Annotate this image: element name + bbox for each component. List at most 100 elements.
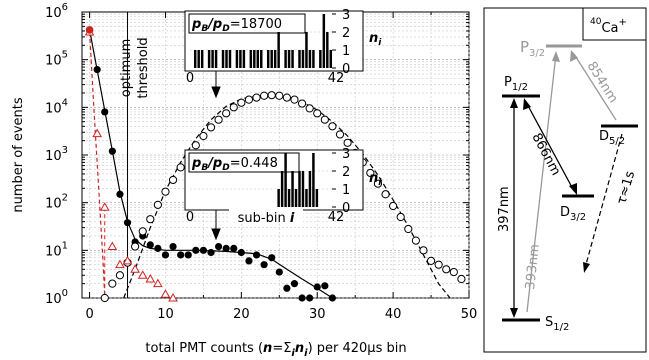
data-point-triangle bbox=[137, 270, 148, 279]
inset-bar bbox=[291, 50, 294, 68]
data-point-open bbox=[222, 109, 231, 118]
data-point-filled bbox=[222, 244, 230, 252]
data-point-filled bbox=[290, 280, 299, 288]
data-point-open bbox=[366, 168, 375, 178]
x-axis-ticks: 0 10 20 30 40 50 bbox=[85, 12, 477, 322]
inset-bar bbox=[239, 50, 242, 68]
data-point-filled bbox=[260, 261, 268, 269]
x-axis-label: total PMT counts (n=Σini) per 420μs bin bbox=[145, 341, 406, 359]
inset-bar bbox=[298, 50, 301, 68]
inset-bar bbox=[197, 50, 200, 68]
data-point-triangle bbox=[145, 274, 156, 283]
data-point-open bbox=[275, 91, 284, 100]
data-point-filled bbox=[237, 248, 245, 257]
inset-top-bars bbox=[193, 14, 333, 68]
data-point-open bbox=[260, 91, 269, 100]
inset-y-tick-label: 1 bbox=[342, 183, 350, 198]
transition-854-head bbox=[570, 50, 578, 62]
transition-397-head-down bbox=[510, 308, 518, 318]
data-point-filled bbox=[328, 294, 337, 302]
data-point-open bbox=[449, 267, 458, 277]
data-point-filled bbox=[116, 190, 124, 198]
transition-decay bbox=[584, 133, 623, 269]
inset-bar bbox=[193, 50, 197, 68]
ion-label-box bbox=[582, 7, 647, 41]
inset-bar bbox=[221, 50, 225, 68]
inset-y-tick-label: 1 bbox=[342, 44, 350, 59]
y-tick-label: 100 bbox=[45, 288, 68, 307]
data-point-open bbox=[100, 293, 109, 303]
data-point-open bbox=[335, 130, 345, 139]
data-point-open bbox=[442, 265, 451, 274]
data-point-open bbox=[426, 256, 436, 266]
transition-866-head-b bbox=[569, 183, 577, 195]
data-point-filled bbox=[245, 257, 253, 265]
inset-bar bbox=[312, 50, 315, 68]
data-point-red bbox=[85, 26, 94, 34]
inset-x-tick-label: 0 bbox=[186, 210, 194, 225]
data-point-open bbox=[176, 163, 185, 172]
data-point-open bbox=[381, 190, 390, 199]
transition-393-label: 393nm bbox=[523, 243, 543, 290]
level-d32-label: D3/2 bbox=[560, 205, 586, 223]
level-diagram: 40Ca+ S1/2 P1/2 P3/2 D3/2 D5/2 397nm 393… bbox=[483, 7, 647, 353]
transition-866-head-a bbox=[523, 98, 531, 110]
inset-bar bbox=[305, 32, 308, 68]
inset-middle-sublabel-bg bbox=[229, 209, 303, 224]
inset-bar bbox=[315, 189, 319, 207]
transition-854 bbox=[573, 53, 617, 121]
inset-y-tick-label: 3 bbox=[342, 8, 350, 23]
data-point-triangle bbox=[153, 278, 163, 288]
inset-bar bbox=[308, 171, 312, 207]
data-point-triangle bbox=[115, 259, 125, 269]
x-tick-label: 50 bbox=[461, 307, 478, 322]
y-tick-label: 103 bbox=[45, 145, 68, 164]
inset-bar bbox=[200, 50, 204, 68]
inset-bar bbox=[235, 50, 239, 68]
data-point-open bbox=[343, 138, 352, 147]
inset-bar bbox=[329, 50, 333, 68]
data-point-open bbox=[229, 103, 238, 112]
data-point-filled bbox=[161, 251, 170, 259]
y-tick-label: 105 bbox=[45, 50, 68, 69]
data-point-open bbox=[434, 260, 443, 269]
inset-x-tick-label: 0 bbox=[186, 71, 194, 86]
ion-label: 40Ca+ bbox=[590, 17, 627, 36]
inset-middle-ylabel: ni bbox=[369, 171, 382, 188]
inset-bar bbox=[319, 50, 322, 68]
data-point-triangle bbox=[160, 289, 171, 298]
inset-bar bbox=[273, 50, 277, 68]
data-point-filled bbox=[313, 283, 321, 291]
inset-middle-ratio: pB/pD=0.448 bbox=[191, 156, 278, 173]
data-point-open bbox=[131, 242, 140, 251]
inset-y-tick-label: 2 bbox=[342, 165, 350, 180]
level-s12-label: S1/2 bbox=[545, 315, 569, 333]
inset-bar bbox=[298, 171, 301, 207]
inset-bar bbox=[214, 50, 218, 68]
x-tick-label: 10 bbox=[157, 307, 174, 322]
level-d52-label: D5/2 bbox=[599, 129, 625, 147]
inset-x-tick-label: 42 bbox=[328, 71, 345, 86]
inset-bar bbox=[266, 50, 270, 68]
inset-x-tick-label: 42 bbox=[328, 210, 345, 225]
transition-397-head-up bbox=[510, 98, 518, 108]
data-point-triangle bbox=[92, 128, 103, 138]
data-point-open bbox=[153, 200, 162, 209]
inset-bar bbox=[326, 32, 329, 68]
data-point-triangle bbox=[122, 255, 133, 265]
data-point-triangle bbox=[99, 202, 110, 211]
level-p32-label: P3/2 bbox=[520, 38, 545, 59]
inset-middle-bars bbox=[277, 153, 319, 207]
data-point-filled bbox=[321, 282, 329, 290]
inset-bar bbox=[277, 189, 280, 207]
data-point-filled bbox=[275, 268, 283, 276]
data-point-open bbox=[168, 175, 178, 185]
data-point-filled bbox=[298, 294, 306, 302]
inset-middle-xlabel: sub-bin i bbox=[238, 211, 295, 226]
inset-top-label-box bbox=[188, 13, 306, 34]
inset-bar bbox=[322, 14, 326, 68]
y-tick-label: 106 bbox=[45, 2, 68, 21]
data-point-filled bbox=[108, 147, 116, 155]
data-point-filled bbox=[146, 241, 154, 249]
